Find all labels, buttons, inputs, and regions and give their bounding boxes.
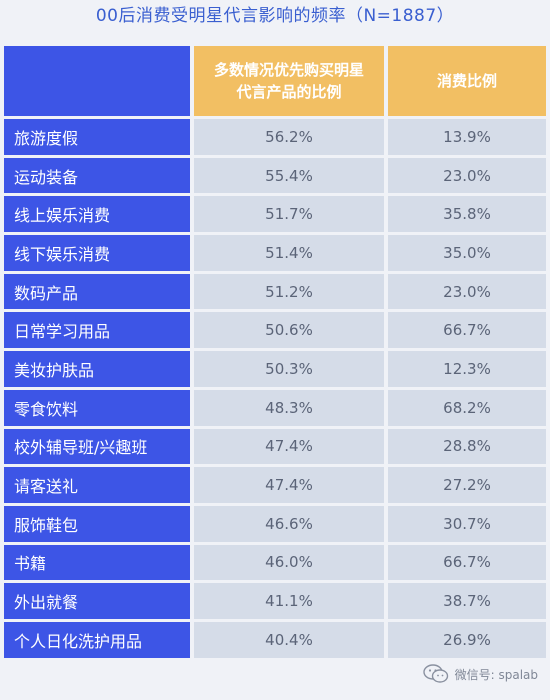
row-consume-value: 12.3%: [388, 351, 546, 387]
row-category: 日常学习用品: [4, 312, 190, 349]
row-category: 校外辅导班/兴趣班: [4, 428, 190, 465]
row-consume-value: 35.8%: [388, 196, 546, 233]
row-consume-value: 38.7%: [388, 583, 546, 619]
row-category: 外出就餐: [4, 583, 190, 619]
row-prefer-value: 50.3%: [194, 351, 384, 387]
row-prefer-value: 47.4%: [194, 428, 384, 465]
row-prefer-value: 40.4%: [194, 621, 384, 658]
row-consume-value: 26.9%: [388, 621, 546, 658]
row-category: 线上娱乐消费: [4, 196, 190, 233]
watermark-text: 微信号: spalab: [454, 667, 538, 682]
wechat-icon: [422, 664, 448, 683]
row-prefer-value: 41.1%: [194, 583, 384, 619]
watermark: 微信号: spalab: [422, 664, 538, 684]
row-consume-value: 27.2%: [388, 467, 546, 503]
page-title: 00后消费受明星代言影响的频率（N=1887）: [95, 6, 455, 26]
row-category: 请客送礼: [4, 467, 190, 503]
row-category: 零食饮料: [4, 389, 190, 426]
row-consume-value: 13.9%: [388, 119, 546, 155]
data-table: 多数情况优先购买明星代言产品的比例 消费比例 旅游度假 56.2% 13.9% 运动装…: [4, 46, 546, 658]
row-consume-value: 66.7%: [388, 544, 546, 581]
row-prefer-value: 51.2%: [194, 273, 384, 310]
row-category: 线下娱乐消费: [4, 235, 190, 271]
column-header-prefer: 多数情况优先购买明星代言产品的比例: [194, 46, 384, 116]
row-prefer-value: 47.4%: [194, 467, 384, 503]
row-consume-value: 30.7%: [388, 505, 546, 542]
row-category: 数码产品: [4, 273, 190, 310]
row-consume-value: 66.7%: [388, 312, 546, 349]
row-category: 美妆护肤品: [4, 351, 190, 387]
row-prefer-value: 56.2%: [194, 119, 384, 155]
header-corner: [4, 46, 190, 116]
row-category: 个人日化洗护用品: [4, 621, 190, 658]
row-consume-value: 35.0%: [388, 235, 546, 271]
row-prefer-value: 51.7%: [194, 196, 384, 233]
row-consume-value: 28.8%: [388, 428, 546, 465]
row-prefer-value: 46.0%: [194, 544, 384, 581]
row-consume-value: 68.2%: [388, 389, 546, 426]
column-header-consume: 消费比例: [388, 46, 546, 116]
row-consume-value: 23.0%: [388, 157, 546, 194]
row-prefer-value: 46.6%: [194, 505, 384, 542]
row-category: 旅游度假: [4, 119, 190, 155]
row-category: 书籍: [4, 544, 190, 581]
row-prefer-value: 48.3%: [194, 389, 384, 426]
row-category: 服饰鞋包: [4, 505, 190, 542]
row-prefer-value: 55.4%: [194, 157, 384, 194]
row-category: 运动装备: [4, 157, 190, 194]
row-prefer-value: 51.4%: [194, 235, 384, 271]
row-consume-value: 23.0%: [388, 273, 546, 310]
row-prefer-value: 50.6%: [194, 312, 384, 349]
